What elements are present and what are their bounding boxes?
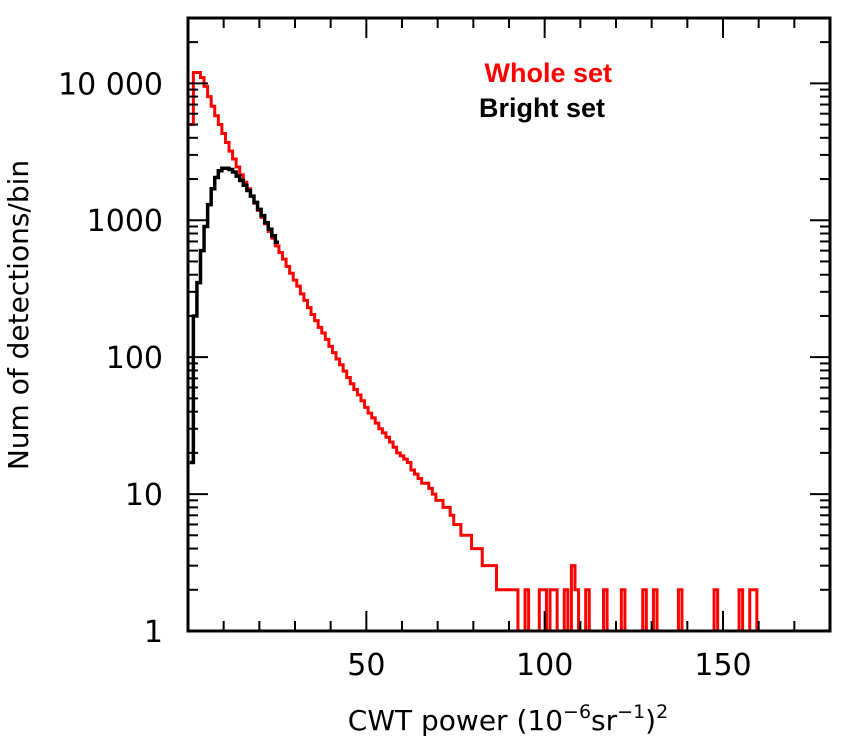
- y-tick-label: 1000: [87, 204, 163, 239]
- x-tick-label: 50: [347, 648, 385, 683]
- y-tick-label: 10 000: [58, 67, 163, 102]
- tick-label-layer: 50 100 150 1 10 100 1000 10 000: [58, 67, 752, 683]
- x-tick-label: 100: [516, 648, 573, 683]
- legend-item-bright-set: Bright set: [479, 93, 605, 123]
- x-axis-label-exp2: −1: [617, 701, 645, 723]
- y-tick-label: 1: [144, 615, 163, 650]
- y-tick-label: 100: [106, 341, 163, 376]
- x-axis-label-exp3: 2: [656, 701, 668, 723]
- y-axis-label: Num of detections/bin: [2, 160, 35, 470]
- x-axis-label-mid: sr: [591, 704, 618, 737]
- tick-layer: [188, 17, 830, 632]
- x-axis-label-exp1: −6: [563, 701, 591, 723]
- series-line-bright-set: [189, 166, 279, 465]
- x-axis-label-close: ): [645, 704, 656, 737]
- series-layer: [189, 70, 789, 633]
- legend-item-whole-set: Whole set: [484, 58, 612, 88]
- series-line-whole-set: [189, 70, 789, 633]
- x-axis-label: CWT power (10−6sr−1)2: [348, 701, 668, 737]
- x-axis-label-prefix: CWT power (10: [348, 704, 563, 737]
- x-tick-label: 150: [694, 648, 751, 683]
- y-tick-label: 10: [125, 478, 163, 513]
